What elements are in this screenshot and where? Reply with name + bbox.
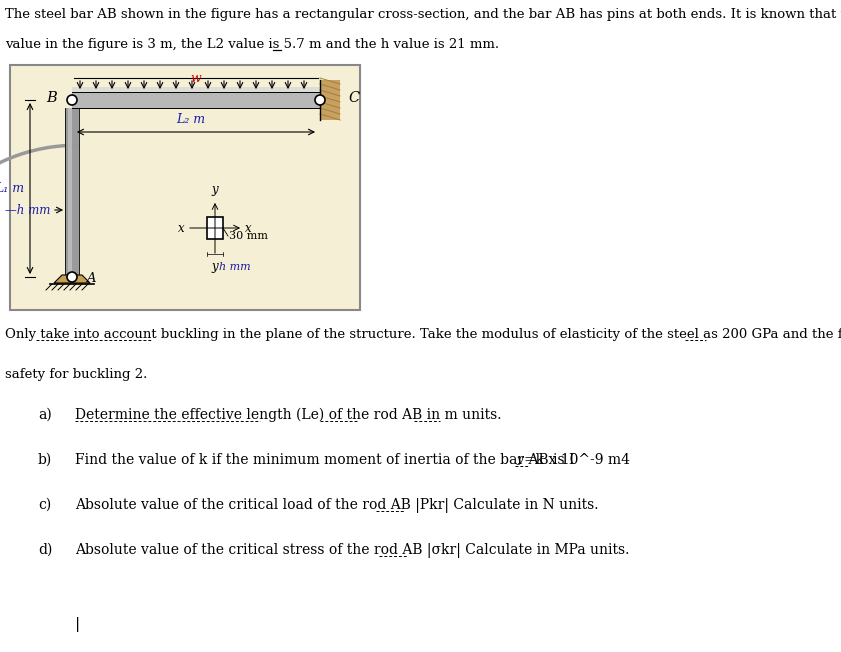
Text: Absolute value of the critical stress of the rod AB |σkr| Calculate in MPa units: Absolute value of the critical stress of… bbox=[75, 543, 629, 558]
Polygon shape bbox=[54, 275, 90, 283]
Text: y: y bbox=[212, 260, 219, 273]
Text: The steel bar AB shown in the figure has a rectangular cross-section, and the ba: The steel bar AB shown in the figure has… bbox=[5, 8, 841, 21]
Text: A: A bbox=[86, 273, 96, 286]
Circle shape bbox=[67, 272, 77, 282]
Circle shape bbox=[67, 95, 77, 105]
Bar bbox=[10, 65, 360, 310]
Text: y: y bbox=[516, 455, 522, 465]
Text: Absolute value of the critical load of the rod AB |Pkr| Calculate in N units.: Absolute value of the critical load of t… bbox=[75, 498, 599, 513]
Text: safety for buckling 2.: safety for buckling 2. bbox=[5, 368, 147, 381]
Text: Find the value of k if the minimum moment of inertia of the bar AB is I: Find the value of k if the minimum momen… bbox=[75, 453, 574, 467]
Text: =k x 10^-9 m4: =k x 10^-9 m4 bbox=[524, 453, 630, 467]
Text: c): c) bbox=[38, 498, 51, 512]
Text: |: | bbox=[75, 617, 80, 632]
Text: 30 mm: 30 mm bbox=[229, 231, 268, 241]
Text: a): a) bbox=[38, 408, 52, 422]
Text: x: x bbox=[178, 222, 185, 235]
Bar bbox=[72, 87, 320, 92]
Text: —h mm: —h mm bbox=[4, 203, 50, 216]
Text: y: y bbox=[212, 183, 219, 196]
Text: b): b) bbox=[38, 453, 52, 467]
Bar bbox=[65, 108, 79, 277]
Text: Determine the effective length (Le) of the rod AB in m units.: Determine the effective length (Le) of t… bbox=[75, 408, 501, 422]
Bar bbox=[68, 108, 72, 277]
Text: value in the figure is 3 m, the L2 value is 5.7 m and the h value is 21 mm.: value in the figure is 3 m, the L2 value… bbox=[5, 38, 499, 51]
Bar bbox=[207, 217, 223, 239]
Bar bbox=[72, 92, 320, 108]
Text: Only take into account buckling in the plane of the structure. Take the modulus : Only take into account buckling in the p… bbox=[5, 328, 841, 341]
Text: B: B bbox=[46, 91, 57, 105]
Text: C: C bbox=[348, 91, 359, 105]
Circle shape bbox=[315, 95, 325, 105]
Text: L₂ m: L₂ m bbox=[177, 113, 205, 126]
Bar bbox=[320, 80, 340, 120]
Text: d): d) bbox=[38, 543, 52, 557]
Text: x: x bbox=[245, 222, 251, 235]
Text: L₁ m: L₁ m bbox=[0, 182, 24, 195]
Text: h mm: h mm bbox=[219, 262, 251, 272]
Text: w: w bbox=[191, 72, 201, 85]
